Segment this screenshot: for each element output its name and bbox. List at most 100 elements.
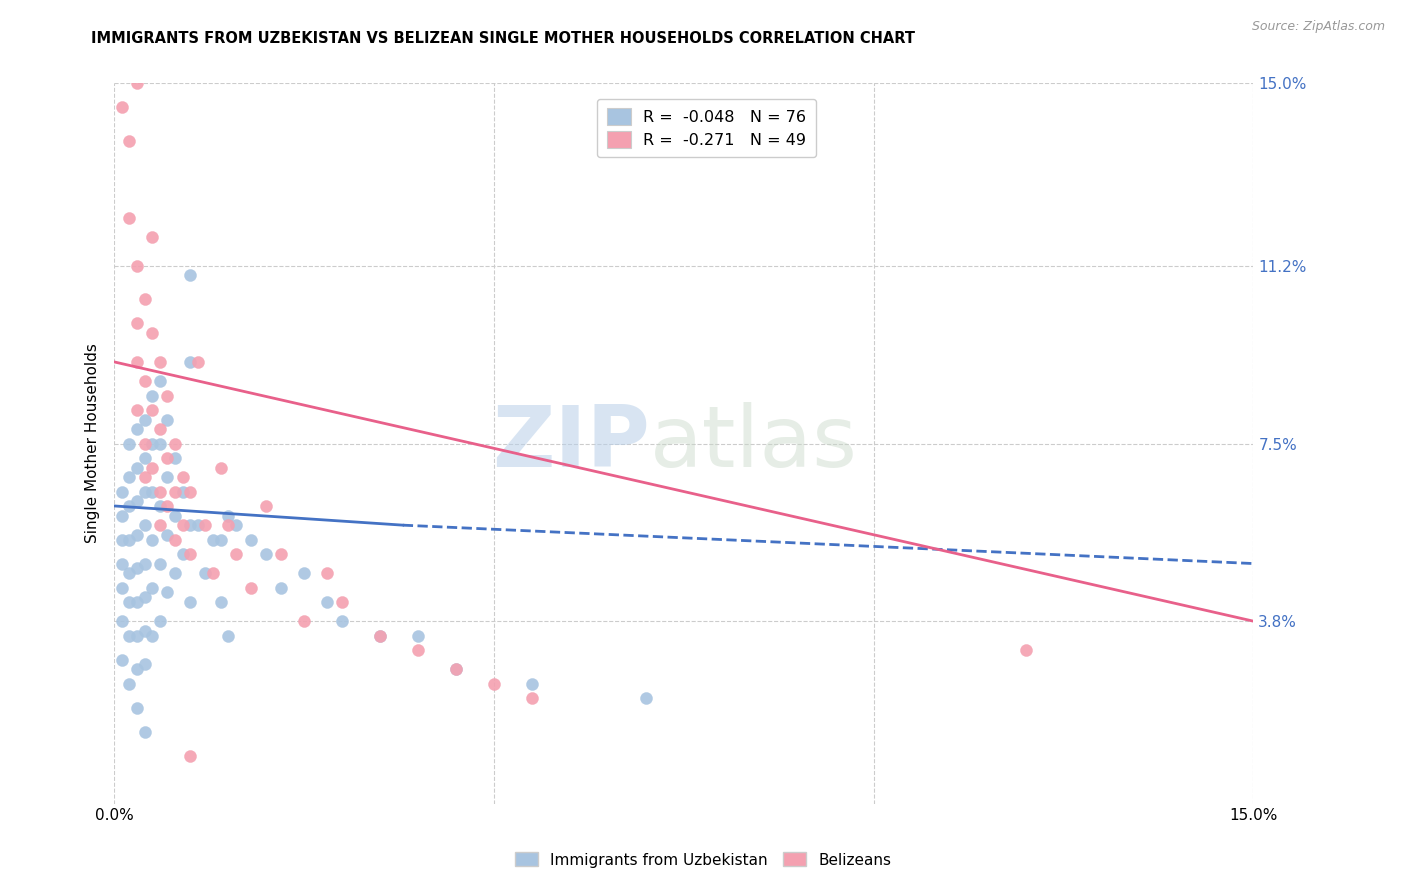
Point xyxy=(111,484,134,499)
Point xyxy=(201,533,224,547)
Point xyxy=(125,403,148,417)
Point xyxy=(315,595,337,609)
Point xyxy=(118,533,141,547)
Point xyxy=(156,450,179,465)
Point xyxy=(125,700,148,714)
Point xyxy=(239,581,262,595)
Legend: Immigrants from Uzbekistan, Belizeans: Immigrants from Uzbekistan, Belizeans xyxy=(509,847,897,873)
Point xyxy=(179,748,201,763)
Point xyxy=(111,508,134,523)
Point xyxy=(141,326,163,340)
Point xyxy=(520,676,543,690)
Point xyxy=(111,614,134,628)
Point xyxy=(111,533,134,547)
Point xyxy=(118,566,141,581)
Point xyxy=(134,518,156,533)
Point xyxy=(149,436,172,450)
Point xyxy=(134,484,156,499)
Point xyxy=(134,412,156,426)
Point xyxy=(134,450,156,465)
Point xyxy=(156,412,179,426)
Point xyxy=(444,662,467,676)
Point xyxy=(520,691,543,706)
Point xyxy=(179,268,201,283)
Point xyxy=(125,527,148,541)
Point xyxy=(134,293,156,307)
Point xyxy=(125,422,148,436)
Point xyxy=(292,614,315,628)
Text: Source: ZipAtlas.com: Source: ZipAtlas.com xyxy=(1251,20,1385,33)
Point xyxy=(125,460,148,475)
Point xyxy=(217,518,239,533)
Point xyxy=(149,557,172,571)
Point xyxy=(156,585,179,599)
Point xyxy=(118,211,141,225)
Point xyxy=(111,557,134,571)
Point xyxy=(156,527,179,541)
Point xyxy=(141,460,163,475)
Text: IMMIGRANTS FROM UZBEKISTAN VS BELIZEAN SINGLE MOTHER HOUSEHOLDS CORRELATION CHAR: IMMIGRANTS FROM UZBEKISTAN VS BELIZEAN S… xyxy=(91,31,915,46)
Point xyxy=(149,614,172,628)
Point xyxy=(179,547,201,561)
Point xyxy=(172,484,194,499)
Point xyxy=(368,629,391,643)
Point xyxy=(118,436,141,450)
Point xyxy=(217,629,239,643)
Point xyxy=(118,595,141,609)
Point xyxy=(134,624,156,638)
Point xyxy=(156,470,179,484)
Point xyxy=(179,355,201,369)
Point xyxy=(482,676,505,690)
Point xyxy=(209,460,232,475)
Point xyxy=(125,494,148,508)
Point xyxy=(163,533,186,547)
Point xyxy=(149,374,172,388)
Point xyxy=(239,533,262,547)
Point xyxy=(1014,643,1036,657)
Point xyxy=(330,595,353,609)
Point xyxy=(172,518,194,533)
Point xyxy=(209,533,232,547)
Point xyxy=(118,134,141,148)
Point xyxy=(134,374,156,388)
Point xyxy=(225,518,247,533)
Point xyxy=(225,547,247,561)
Point xyxy=(179,518,201,533)
Point xyxy=(125,595,148,609)
Point xyxy=(444,662,467,676)
Text: atlas: atlas xyxy=(650,402,858,485)
Point xyxy=(141,629,163,643)
Point xyxy=(118,676,141,690)
Point xyxy=(634,691,657,706)
Point xyxy=(111,100,134,114)
Point xyxy=(134,436,156,450)
Point xyxy=(187,355,209,369)
Point xyxy=(125,561,148,575)
Point xyxy=(134,657,156,672)
Point xyxy=(172,547,194,561)
Point xyxy=(179,484,201,499)
Point xyxy=(179,595,201,609)
Point xyxy=(118,499,141,513)
Point xyxy=(149,518,172,533)
Point xyxy=(163,450,186,465)
Point xyxy=(149,355,172,369)
Point xyxy=(406,629,429,643)
Point xyxy=(111,652,134,666)
Point xyxy=(201,566,224,581)
Point xyxy=(156,388,179,402)
Point xyxy=(118,629,141,643)
Point xyxy=(194,566,217,581)
Point xyxy=(163,436,186,450)
Point xyxy=(141,484,163,499)
Point xyxy=(163,566,186,581)
Point xyxy=(125,317,148,331)
Point xyxy=(156,499,179,513)
Point xyxy=(134,470,156,484)
Point xyxy=(149,484,172,499)
Point xyxy=(134,590,156,604)
Point xyxy=(217,508,239,523)
Point xyxy=(125,77,148,91)
Point xyxy=(141,230,163,244)
Point xyxy=(141,388,163,402)
